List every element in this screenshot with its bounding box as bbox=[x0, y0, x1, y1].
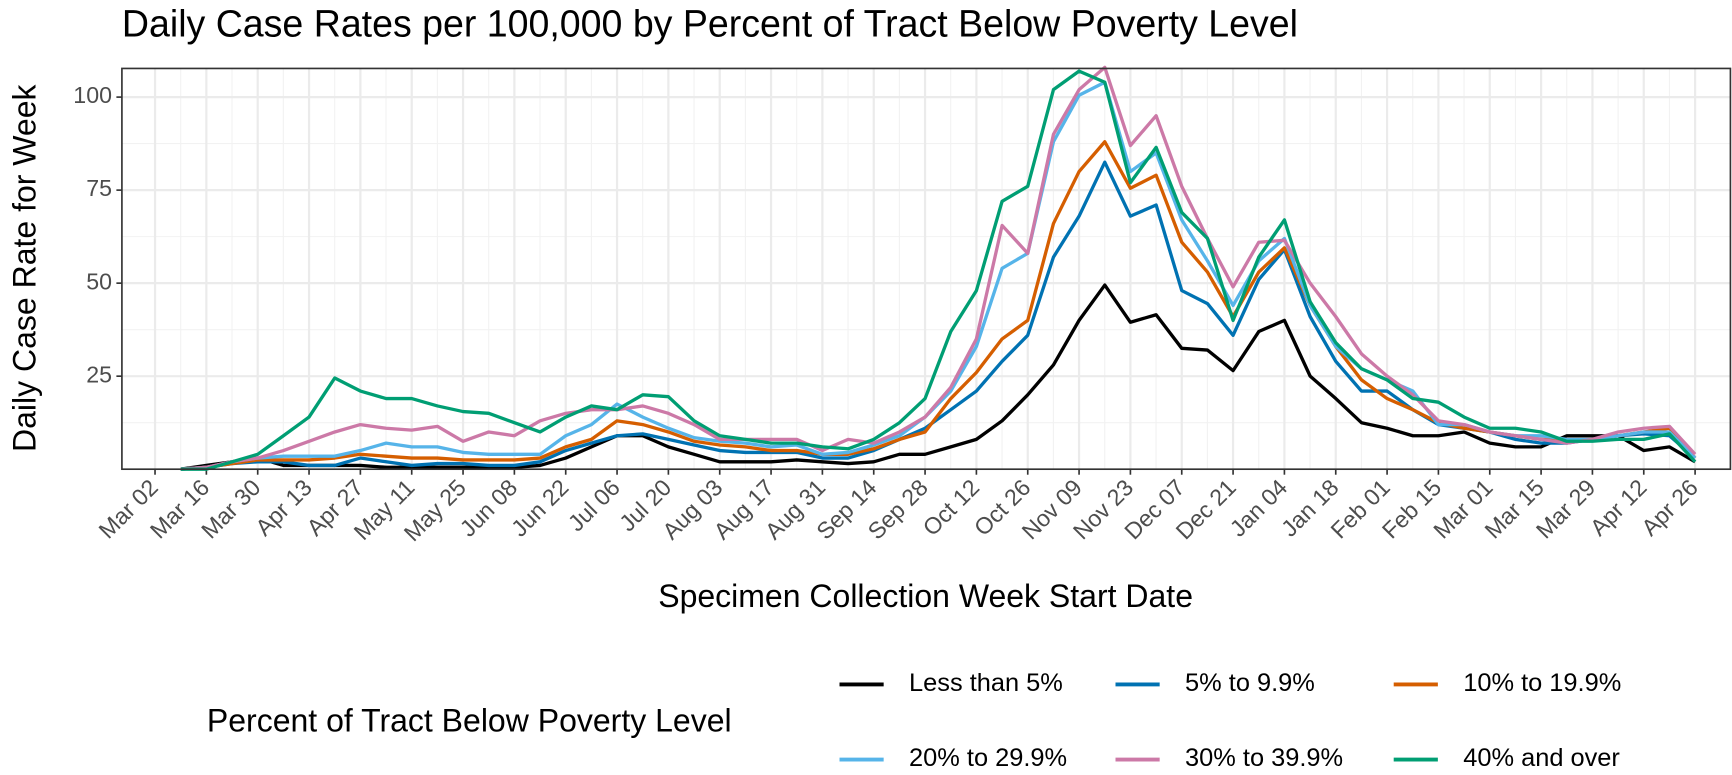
plot-border bbox=[121, 67, 1732, 471]
x-tick-label: Apr 12 bbox=[1585, 474, 1652, 541]
x-tick-label: Oct 12 bbox=[918, 474, 985, 541]
x-axis-title: Specimen Collection Week Start Date bbox=[658, 578, 1193, 614]
x-tick-label: Mar 30 bbox=[196, 474, 265, 543]
y-axis-title: Daily Case Rate for Week bbox=[6, 83, 42, 452]
series-line bbox=[180, 283, 1696, 471]
x-tick-label: Jul 06 bbox=[563, 474, 625, 536]
chart-title: Daily Case Rates per 100,000 by Percent … bbox=[122, 2, 1298, 44]
y-tick-label: 25 bbox=[86, 361, 112, 387]
x-tick-label: Apr 13 bbox=[250, 474, 317, 541]
series-line bbox=[180, 69, 1697, 471]
legend-label: 30% to 39.9% bbox=[1185, 744, 1343, 772]
legend-title: Percent of Tract Below Poverty Level bbox=[207, 703, 732, 739]
x-tick-label: Jun 08 bbox=[455, 474, 523, 542]
y-tick-label: 100 bbox=[73, 82, 112, 108]
legend-label: 10% to 19.9% bbox=[1463, 669, 1621, 697]
legend-label: 5% to 9.9% bbox=[1185, 669, 1315, 697]
x-tick-label: Apr 26 bbox=[1636, 474, 1703, 541]
x-tick-label: Jun 22 bbox=[506, 474, 574, 542]
y-tick-label: 75 bbox=[86, 175, 112, 201]
x-tick-label: Jan 04 bbox=[1225, 474, 1293, 542]
legend-label: Less than 5% bbox=[909, 669, 1063, 697]
x-tick-label: Mar 29 bbox=[1531, 474, 1600, 543]
series-line bbox=[180, 65, 1697, 471]
plot-background bbox=[121, 68, 1731, 470]
legend-label: 40% and over bbox=[1463, 744, 1620, 772]
legend-label: 20% to 29.9% bbox=[909, 744, 1067, 772]
y-tick-label: 50 bbox=[86, 268, 112, 294]
